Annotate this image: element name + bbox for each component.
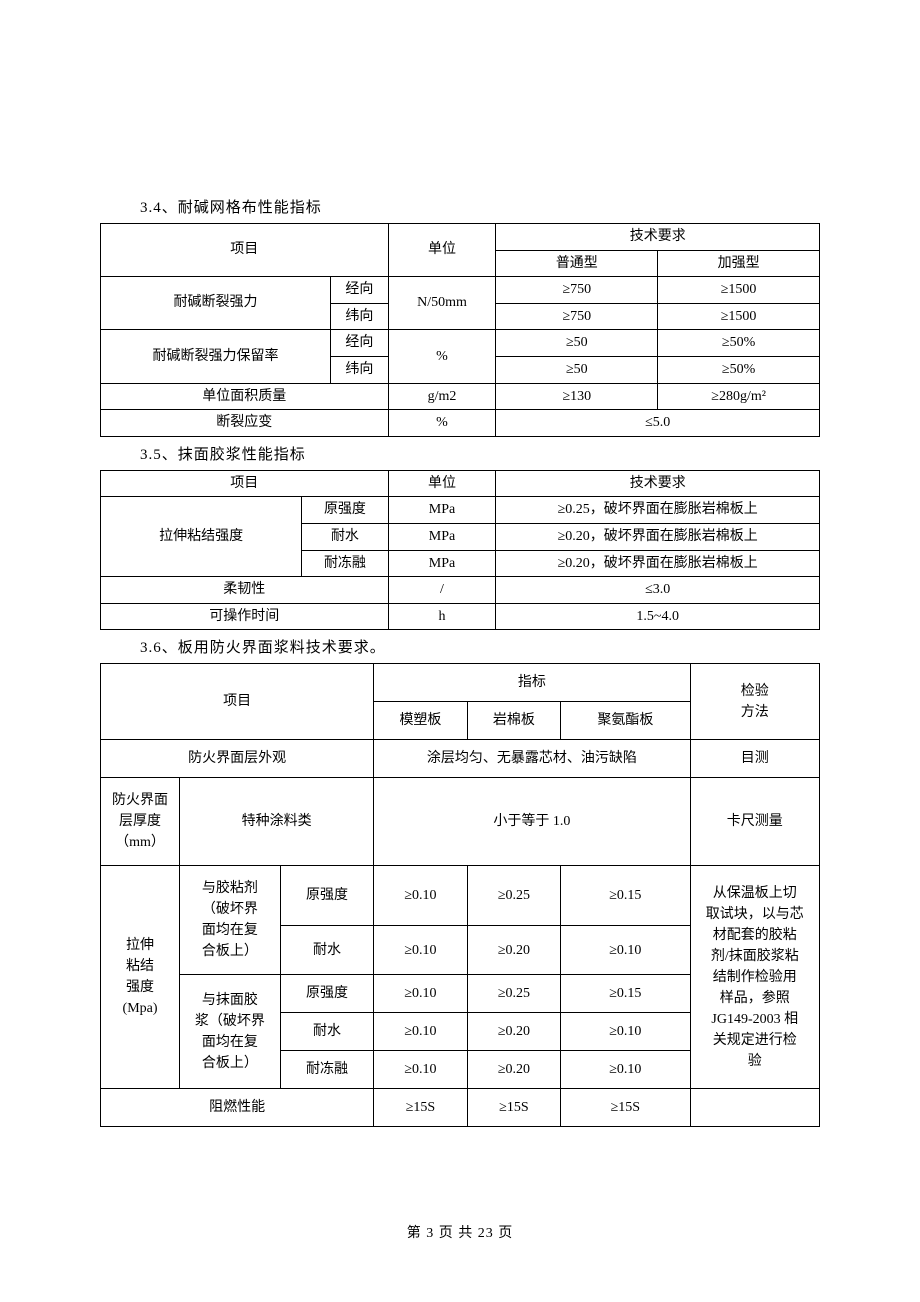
cell-water: 耐水 — [280, 1013, 373, 1051]
cell-value: ≥15S — [467, 1089, 560, 1127]
unit-mpa: MPa — [388, 523, 496, 550]
section-34-title: 3.4、耐碱网格布性能指标 — [140, 196, 820, 217]
table-34: 项目 单位 技术要求 普通型 加强型 耐碱断裂强力 经向 N/50mm ≥750… — [100, 223, 820, 437]
cell-appearance-val: 涂层均匀、无暴露芯材、油污缺陷 — [374, 740, 690, 778]
table-35: 项目 单位 技术要求 拉伸粘结强度 原强度 MPa ≥0.25，破坏界面在膨胀岩… — [100, 470, 820, 631]
unit-mpa: MPa — [388, 497, 496, 524]
row-break-strength: 耐碱断裂强力 — [101, 277, 331, 330]
cell-value: ≥50 — [496, 330, 658, 357]
cell-orig: 原强度 — [302, 497, 388, 524]
unit-gm2: g/m2 — [388, 383, 496, 410]
th-strong: 加强型 — [658, 250, 820, 277]
cell-value: ≥1500 — [658, 303, 820, 330]
cell-value: ≥0.10 — [561, 1013, 690, 1051]
cell-value: ≥280g/m² — [658, 383, 820, 410]
cell-value: ≥130 — [496, 383, 658, 410]
cell-method-long: 从保温板上切 取试块，以与芯 材配套的胶粘 剂/抹面胶浆粘 结制作检验用 样品，… — [690, 866, 819, 1089]
cell-special: 特种涂料类 — [180, 778, 374, 866]
th-mold: 模塑板 — [374, 702, 467, 740]
cell-weft: 纬向 — [331, 356, 389, 383]
cell-warp: 经向 — [331, 277, 389, 304]
th-normal: 普通型 — [496, 250, 658, 277]
cell-value: ≥0.10 — [374, 866, 467, 926]
cell-plaster: 与抹面胶 浆（破坏界 面均在复 合板上） — [180, 975, 281, 1089]
cell-value: ≥0.10 — [561, 1051, 690, 1089]
cell-value: 1.5~4.0 — [496, 603, 820, 630]
unit-mpa: MPa — [388, 550, 496, 577]
th-item: 项目 — [101, 224, 389, 277]
cell-value: ≥0.10 — [374, 926, 467, 975]
row-flex: 柔韧性 — [101, 577, 389, 604]
cell-empty — [690, 1089, 819, 1127]
th-indicator: 指标 — [374, 664, 690, 702]
cell-value: ≥0.15 — [561, 975, 690, 1013]
cell-value: ≥0.20 — [467, 1051, 560, 1089]
cell-value: ≥50% — [658, 330, 820, 357]
cell-orig: 原强度 — [280, 975, 373, 1013]
row-retention: 耐碱断裂强力保留率 — [101, 330, 331, 383]
row-tensile: 拉伸粘结强度 — [101, 497, 302, 577]
row-operable: 可操作时间 — [101, 603, 389, 630]
cell-method: 卡尺测量 — [690, 778, 819, 866]
cell-value: ≥1500 — [658, 277, 820, 304]
th-item: 项目 — [101, 664, 374, 740]
unit-h: h — [388, 603, 496, 630]
row-flame: 阻燃性能 — [101, 1089, 374, 1127]
page-footer: 第 3 页 共 23 页 — [0, 1222, 920, 1242]
table-36: 项目 指标 检验 方法 模塑板 岩棉板 聚氨酯板 防火界面层外观 涂层均匀、无暴… — [100, 663, 820, 1127]
cell-freeze: 耐冻融 — [302, 550, 388, 577]
unit-slash: / — [388, 577, 496, 604]
cell-thickness-val: 小于等于 1.0 — [374, 778, 690, 866]
cell-value: ≥0.10 — [561, 926, 690, 975]
th-rock: 岩棉板 — [467, 702, 560, 740]
cell-adhesive: 与胶粘剂 （破坏界 面均在复 合板上） — [180, 866, 281, 975]
cell-value: ≥0.25 — [467, 975, 560, 1013]
th-unit: 单位 — [388, 470, 496, 497]
unit-pct: % — [388, 330, 496, 383]
cell-value: ≥0.20，破坏界面在膨胀岩棉板上 — [496, 523, 820, 550]
row-appearance: 防火界面层外观 — [101, 740, 374, 778]
cell-value: ≤3.0 — [496, 577, 820, 604]
cell-warp: 经向 — [331, 330, 389, 357]
cell-value: ≥0.25，破坏界面在膨胀岩棉板上 — [496, 497, 820, 524]
th-techreq: 技术要求 — [496, 224, 820, 251]
cell-water: 耐水 — [302, 523, 388, 550]
cell-weft: 纬向 — [331, 303, 389, 330]
cell-water: 耐水 — [280, 926, 373, 975]
th-unit: 单位 — [388, 224, 496, 277]
cell-value: ≥0.10 — [374, 1013, 467, 1051]
cell-value: ≥0.10 — [374, 975, 467, 1013]
cell-value: ≥15S — [561, 1089, 690, 1127]
row-tensile: 拉伸 粘结 强度 (Mpa) — [101, 866, 180, 1089]
row-area-mass: 单位面积质量 — [101, 383, 389, 410]
cell-value: ≥750 — [496, 277, 658, 304]
cell-value: ≥0.20，破坏界面在膨胀岩棉板上 — [496, 550, 820, 577]
cell-value: ≥15S — [374, 1089, 467, 1127]
th-techreq: 技术要求 — [496, 470, 820, 497]
cell-value: ≤5.0 — [496, 410, 820, 437]
cell-value: ≥0.10 — [374, 1051, 467, 1089]
cell-value: ≥0.15 — [561, 866, 690, 926]
section-36-title: 3.6、板用防火界面浆料技术要求。 — [140, 636, 820, 657]
cell-value: ≥50% — [658, 356, 820, 383]
cell-method: 目测 — [690, 740, 819, 778]
cell-value: ≥0.20 — [467, 1013, 560, 1051]
th-item: 项目 — [101, 470, 389, 497]
cell-freeze: 耐冻融 — [280, 1051, 373, 1089]
th-pu: 聚氨酯板 — [561, 702, 690, 740]
cell-value: ≥0.20 — [467, 926, 560, 975]
section-35-title: 3.5、抹面胶浆性能指标 — [140, 443, 820, 464]
row-strain: 断裂应变 — [101, 410, 389, 437]
unit-n50: N/50mm — [388, 277, 496, 330]
cell-value: ≥750 — [496, 303, 658, 330]
cell-orig: 原强度 — [280, 866, 373, 926]
th-method: 检验 方法 — [690, 664, 819, 740]
cell-value: ≥0.25 — [467, 866, 560, 926]
cell-value: ≥50 — [496, 356, 658, 383]
row-thickness: 防火界面 层厚度 （mm） — [101, 778, 180, 866]
unit-pct: % — [388, 410, 496, 437]
